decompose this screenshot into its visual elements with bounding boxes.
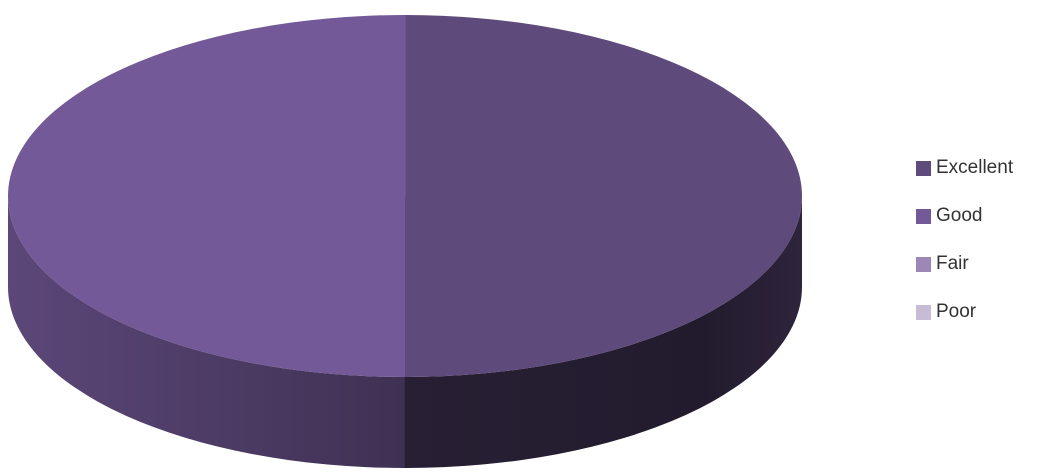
legend-swatch-good	[916, 208, 931, 224]
pie-slice-good	[8, 15, 405, 377]
legend-label-good: Good	[936, 205, 983, 226]
legend-swatch-fair	[916, 256, 931, 272]
legend-swatch-excellent	[916, 160, 931, 176]
legend-item-good: Good	[916, 204, 1013, 228]
chart-legend: Excellent Good Fair Poor	[916, 156, 1013, 348]
pie-sides	[8, 196, 802, 468]
legend-item-poor: Poor	[916, 300, 1013, 324]
legend-label-poor: Poor	[936, 301, 977, 322]
legend-label-fair: Fair	[936, 253, 969, 274]
pie-side-excellent	[405, 196, 802, 468]
pie-slice-excellent	[405, 15, 802, 377]
pie-side-good	[8, 196, 405, 468]
legend-swatch-poor	[916, 304, 931, 320]
legend-item-excellent: Excellent	[916, 156, 1013, 180]
legend-label-excellent: Excellent	[936, 157, 1014, 178]
legend-item-fair: Fair	[916, 252, 1013, 276]
pie-slices	[8, 15, 802, 377]
